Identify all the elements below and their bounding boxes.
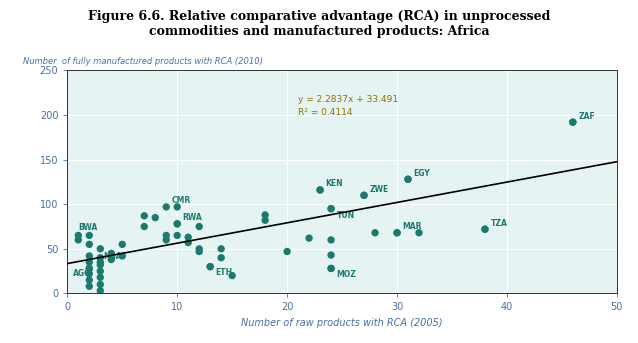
- Text: KEN: KEN: [325, 179, 343, 188]
- Text: MAR: MAR: [403, 222, 422, 231]
- Point: [260, 217, 271, 223]
- Point: [84, 259, 94, 265]
- Point: [84, 284, 94, 289]
- Point: [95, 255, 105, 260]
- Point: [205, 264, 215, 269]
- Point: [161, 233, 172, 238]
- X-axis label: Number of raw products with RCA (2005): Number of raw products with RCA (2005): [241, 318, 443, 328]
- Point: [568, 119, 578, 125]
- Point: [326, 266, 336, 271]
- Point: [73, 237, 84, 243]
- Point: [326, 206, 336, 211]
- Point: [106, 257, 116, 262]
- Point: [216, 246, 226, 251]
- Point: [326, 252, 336, 258]
- Point: [326, 206, 336, 211]
- Point: [95, 282, 105, 287]
- Point: [194, 224, 204, 229]
- Point: [84, 253, 94, 259]
- Point: [392, 230, 402, 236]
- Point: [370, 230, 380, 236]
- Point: [161, 237, 172, 243]
- Point: [84, 233, 94, 238]
- Text: RWA: RWA: [182, 213, 202, 222]
- Text: ZAF: ZAF: [579, 113, 595, 121]
- Point: [95, 268, 105, 274]
- Point: [359, 192, 369, 198]
- Text: R² = 0.4114: R² = 0.4114: [298, 108, 353, 117]
- Point: [480, 226, 490, 232]
- Point: [304, 235, 314, 241]
- Text: ETH: ETH: [216, 268, 233, 277]
- Point: [326, 266, 336, 271]
- Point: [117, 253, 128, 259]
- Point: [84, 271, 94, 276]
- Point: [172, 233, 182, 238]
- Point: [172, 221, 182, 227]
- Text: Figure 6.6. Relative comparative advantage (RCA) in unprocessed
commodities and : Figure 6.6. Relative comparative advanta…: [88, 10, 550, 38]
- Point: [260, 212, 271, 218]
- Point: [117, 241, 128, 247]
- Point: [139, 224, 149, 229]
- Text: AGO: AGO: [73, 270, 91, 279]
- Point: [282, 249, 292, 254]
- Text: BWA: BWA: [78, 223, 98, 232]
- Point: [95, 246, 105, 251]
- Point: [139, 213, 149, 218]
- Text: y = 2.2837x + 33.491: y = 2.2837x + 33.491: [298, 95, 398, 104]
- Point: [194, 246, 204, 251]
- Text: MOZ: MOZ: [337, 270, 357, 279]
- Point: [315, 187, 325, 193]
- Point: [315, 187, 325, 193]
- Point: [359, 192, 369, 198]
- Point: [326, 237, 336, 243]
- Point: [403, 177, 413, 182]
- Point: [403, 177, 413, 182]
- Point: [95, 288, 105, 294]
- Text: TUN: TUN: [337, 211, 355, 220]
- Point: [414, 230, 424, 236]
- Point: [568, 119, 578, 125]
- Point: [84, 266, 94, 271]
- Point: [227, 273, 237, 278]
- Text: CMR: CMR: [172, 196, 191, 205]
- Point: [73, 233, 84, 238]
- Point: [106, 250, 116, 256]
- Point: [216, 255, 226, 260]
- Point: [194, 249, 204, 254]
- Point: [205, 264, 215, 269]
- Point: [95, 275, 105, 280]
- Point: [183, 235, 193, 240]
- Point: [95, 259, 105, 265]
- Point: [84, 241, 94, 247]
- Point: [392, 230, 402, 236]
- Point: [183, 240, 193, 245]
- Point: [161, 204, 172, 210]
- Text: TZA: TZA: [491, 218, 507, 228]
- Point: [150, 215, 160, 220]
- Point: [172, 204, 182, 210]
- Point: [480, 226, 490, 232]
- Text: EGY: EGY: [413, 169, 430, 178]
- Point: [84, 266, 94, 271]
- Point: [84, 277, 94, 283]
- Point: [95, 262, 105, 268]
- Text: ZWE: ZWE: [369, 185, 389, 194]
- Text: NGA: NGA: [103, 252, 122, 261]
- Point: [172, 221, 182, 227]
- Text: Number  of fully manufactured products with RCA (2010): Number of fully manufactured products wi…: [24, 57, 263, 66]
